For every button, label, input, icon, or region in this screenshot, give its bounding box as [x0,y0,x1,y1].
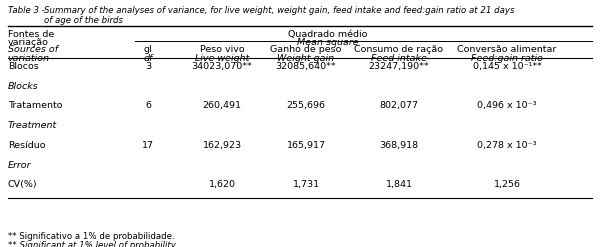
Text: ** Significativo a 1% de probabilidade.: ** Significativo a 1% de probabilidade. [8,232,175,241]
Text: Peso vivo: Peso vivo [200,45,244,54]
Text: CV(%): CV(%) [8,180,37,189]
Text: 34023,070**: 34023,070** [191,62,253,71]
Text: 1,256: 1,256 [493,180,521,189]
Text: df: df [143,54,153,62]
Text: Resíduo: Resíduo [8,141,46,150]
Text: Consumo de ração: Consumo de ração [355,45,443,54]
Text: 3: 3 [145,62,151,71]
Text: 17: 17 [142,141,154,150]
Text: 1,620: 1,620 [209,180,235,189]
Text: Blocks: Blocks [8,82,38,90]
Text: Tratamento: Tratamento [8,101,62,110]
Text: 0,278 x 10⁻³: 0,278 x 10⁻³ [477,141,537,150]
Text: Mean square: Mean square [297,38,358,46]
Text: 1,731: 1,731 [292,180,320,189]
Text: Conversão alimentar: Conversão alimentar [457,45,557,54]
Text: 23247,190**: 23247,190** [368,62,430,71]
Text: Feed:gain ratio: Feed:gain ratio [471,54,543,62]
Text: 165,917: 165,917 [287,141,325,150]
Text: Fontes de: Fontes de [8,30,54,39]
Text: Summary of the analyses of variance, for live weight, weight gain, feed intake a: Summary of the analyses of variance, for… [44,6,514,15]
Text: 260,491: 260,491 [203,101,241,110]
Text: Feed intake: Feed intake [371,54,427,62]
Text: of age of the birds: of age of the birds [44,16,123,25]
Text: Weight gain: Weight gain [277,54,335,62]
Text: 0,496 x 10⁻³: 0,496 x 10⁻³ [477,101,537,110]
Text: Error: Error [8,161,31,169]
Text: Sources of: Sources of [8,45,58,54]
Text: 368,918: 368,918 [379,141,419,150]
Text: 0,145 x 10⁻¹**: 0,145 x 10⁻¹** [473,62,541,71]
Text: 6: 6 [145,101,151,110]
Text: Blocos: Blocos [8,62,38,71]
Text: Ganho de peso: Ganho de peso [271,45,341,54]
Text: ** Significant at 1% level of probability.: ** Significant at 1% level of probabilit… [8,241,178,247]
Text: gl: gl [144,45,152,54]
Text: Live weight: Live weight [195,54,249,62]
Text: 32085,640**: 32085,640** [275,62,337,71]
Text: Quadrado médio: Quadrado médio [288,30,367,39]
Text: 802,077: 802,077 [380,101,419,110]
Text: Treatment: Treatment [8,121,57,130]
Text: 255,696: 255,696 [287,101,325,110]
Text: 162,923: 162,923 [202,141,242,150]
Text: variação: variação [8,38,49,47]
Text: Table 3 -: Table 3 - [8,6,44,15]
Text: 1,841: 1,841 [386,180,413,189]
Text: variation: variation [8,54,50,62]
